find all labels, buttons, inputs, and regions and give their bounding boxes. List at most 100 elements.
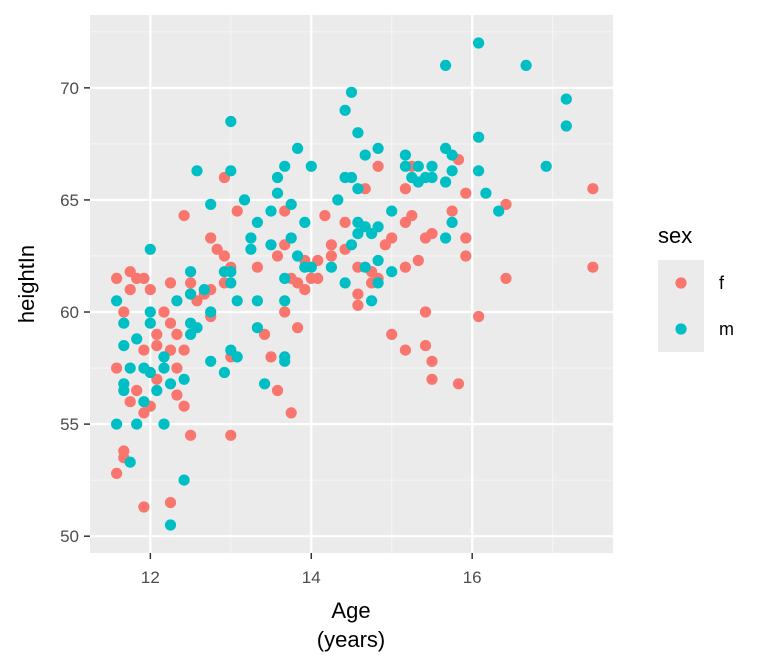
data-point	[111, 272, 123, 284]
legend-label-m: m	[719, 319, 734, 339]
data-point	[259, 378, 271, 390]
data-point	[259, 328, 271, 340]
data-point	[473, 165, 485, 177]
data-point	[178, 400, 190, 412]
data-point	[178, 210, 190, 222]
data-point	[587, 261, 599, 273]
data-point	[299, 216, 311, 228]
data-point	[386, 266, 398, 278]
data-point	[426, 160, 438, 172]
data-point	[271, 250, 284, 262]
major-gridlines	[90, 15, 613, 553]
data-point	[345, 86, 358, 98]
data-point	[211, 243, 223, 255]
data-point	[319, 210, 331, 222]
legend: sex f m	[658, 223, 734, 352]
data-point	[460, 250, 472, 262]
data-point	[178, 474, 190, 486]
data-point	[205, 306, 217, 318]
data-point	[279, 306, 291, 318]
data-point	[366, 295, 378, 307]
data-point	[412, 254, 424, 267]
data-point	[118, 445, 130, 457]
data-point	[473, 131, 485, 143]
data-point	[292, 322, 304, 334]
data-point	[359, 149, 371, 161]
data-point	[178, 373, 190, 385]
data-point	[265, 351, 277, 363]
x-tick-label: 12	[141, 568, 160, 587]
data-point	[118, 378, 130, 390]
data-point	[292, 250, 304, 262]
data-point	[118, 306, 130, 318]
data-point	[426, 373, 438, 385]
y-tick-label: 60	[60, 303, 79, 322]
data-point	[158, 418, 170, 430]
data-point	[339, 216, 351, 228]
data-point	[345, 239, 358, 251]
data-point	[231, 205, 243, 217]
plot-panel	[90, 15, 613, 553]
data-point	[198, 284, 210, 296]
data-point	[111, 467, 123, 479]
data-point	[124, 284, 136, 296]
data-point	[205, 198, 217, 210]
data-point	[124, 396, 136, 408]
data-point	[500, 198, 512, 210]
data-point	[124, 362, 136, 374]
data-point	[131, 418, 143, 430]
data-point	[225, 165, 237, 177]
data-point	[372, 142, 384, 154]
data-point	[279, 295, 291, 307]
data-point	[399, 344, 411, 356]
legend-key-f	[675, 277, 687, 289]
data-point	[138, 272, 150, 284]
data-point	[446, 216, 458, 228]
data-point	[339, 104, 351, 116]
data-point	[251, 216, 263, 228]
data-point	[299, 284, 311, 296]
data-point	[446, 165, 458, 177]
data-point	[245, 243, 257, 255]
data-point	[587, 183, 599, 195]
data-point	[460, 232, 472, 244]
data-point	[111, 418, 123, 430]
data-point	[225, 266, 237, 278]
data-point	[279, 160, 291, 172]
data-point	[118, 317, 130, 329]
minor-gridlines	[90, 15, 613, 553]
data-point	[473, 310, 485, 323]
data-point	[520, 59, 532, 71]
data-point	[426, 171, 438, 184]
data-point	[493, 205, 505, 217]
data-point	[386, 205, 398, 217]
data-point	[285, 407, 297, 419]
data-point	[251, 261, 263, 273]
data-point	[144, 284, 156, 296]
legend-key-background	[658, 260, 704, 352]
data-point	[345, 171, 358, 184]
data-point	[325, 239, 337, 251]
y-axis: 50 55 60 65 70	[60, 79, 90, 546]
data-point	[238, 194, 251, 206]
legend-key-m	[675, 323, 687, 335]
data-point	[191, 165, 203, 177]
data-point	[473, 37, 485, 49]
data-point	[352, 127, 364, 139]
data-point	[271, 187, 284, 199]
data-point	[480, 187, 492, 199]
data-point	[312, 272, 324, 284]
data-point	[279, 272, 291, 284]
data-point	[144, 306, 156, 318]
x-tick-label: 16	[463, 568, 482, 587]
data-point	[292, 277, 304, 289]
data-point	[185, 266, 197, 278]
data-point	[171, 389, 183, 401]
data-point	[399, 160, 411, 172]
data-point	[560, 120, 572, 132]
data-point	[426, 355, 438, 367]
data-point	[325, 250, 337, 262]
data-point	[271, 384, 284, 397]
data-point	[271, 171, 284, 184]
